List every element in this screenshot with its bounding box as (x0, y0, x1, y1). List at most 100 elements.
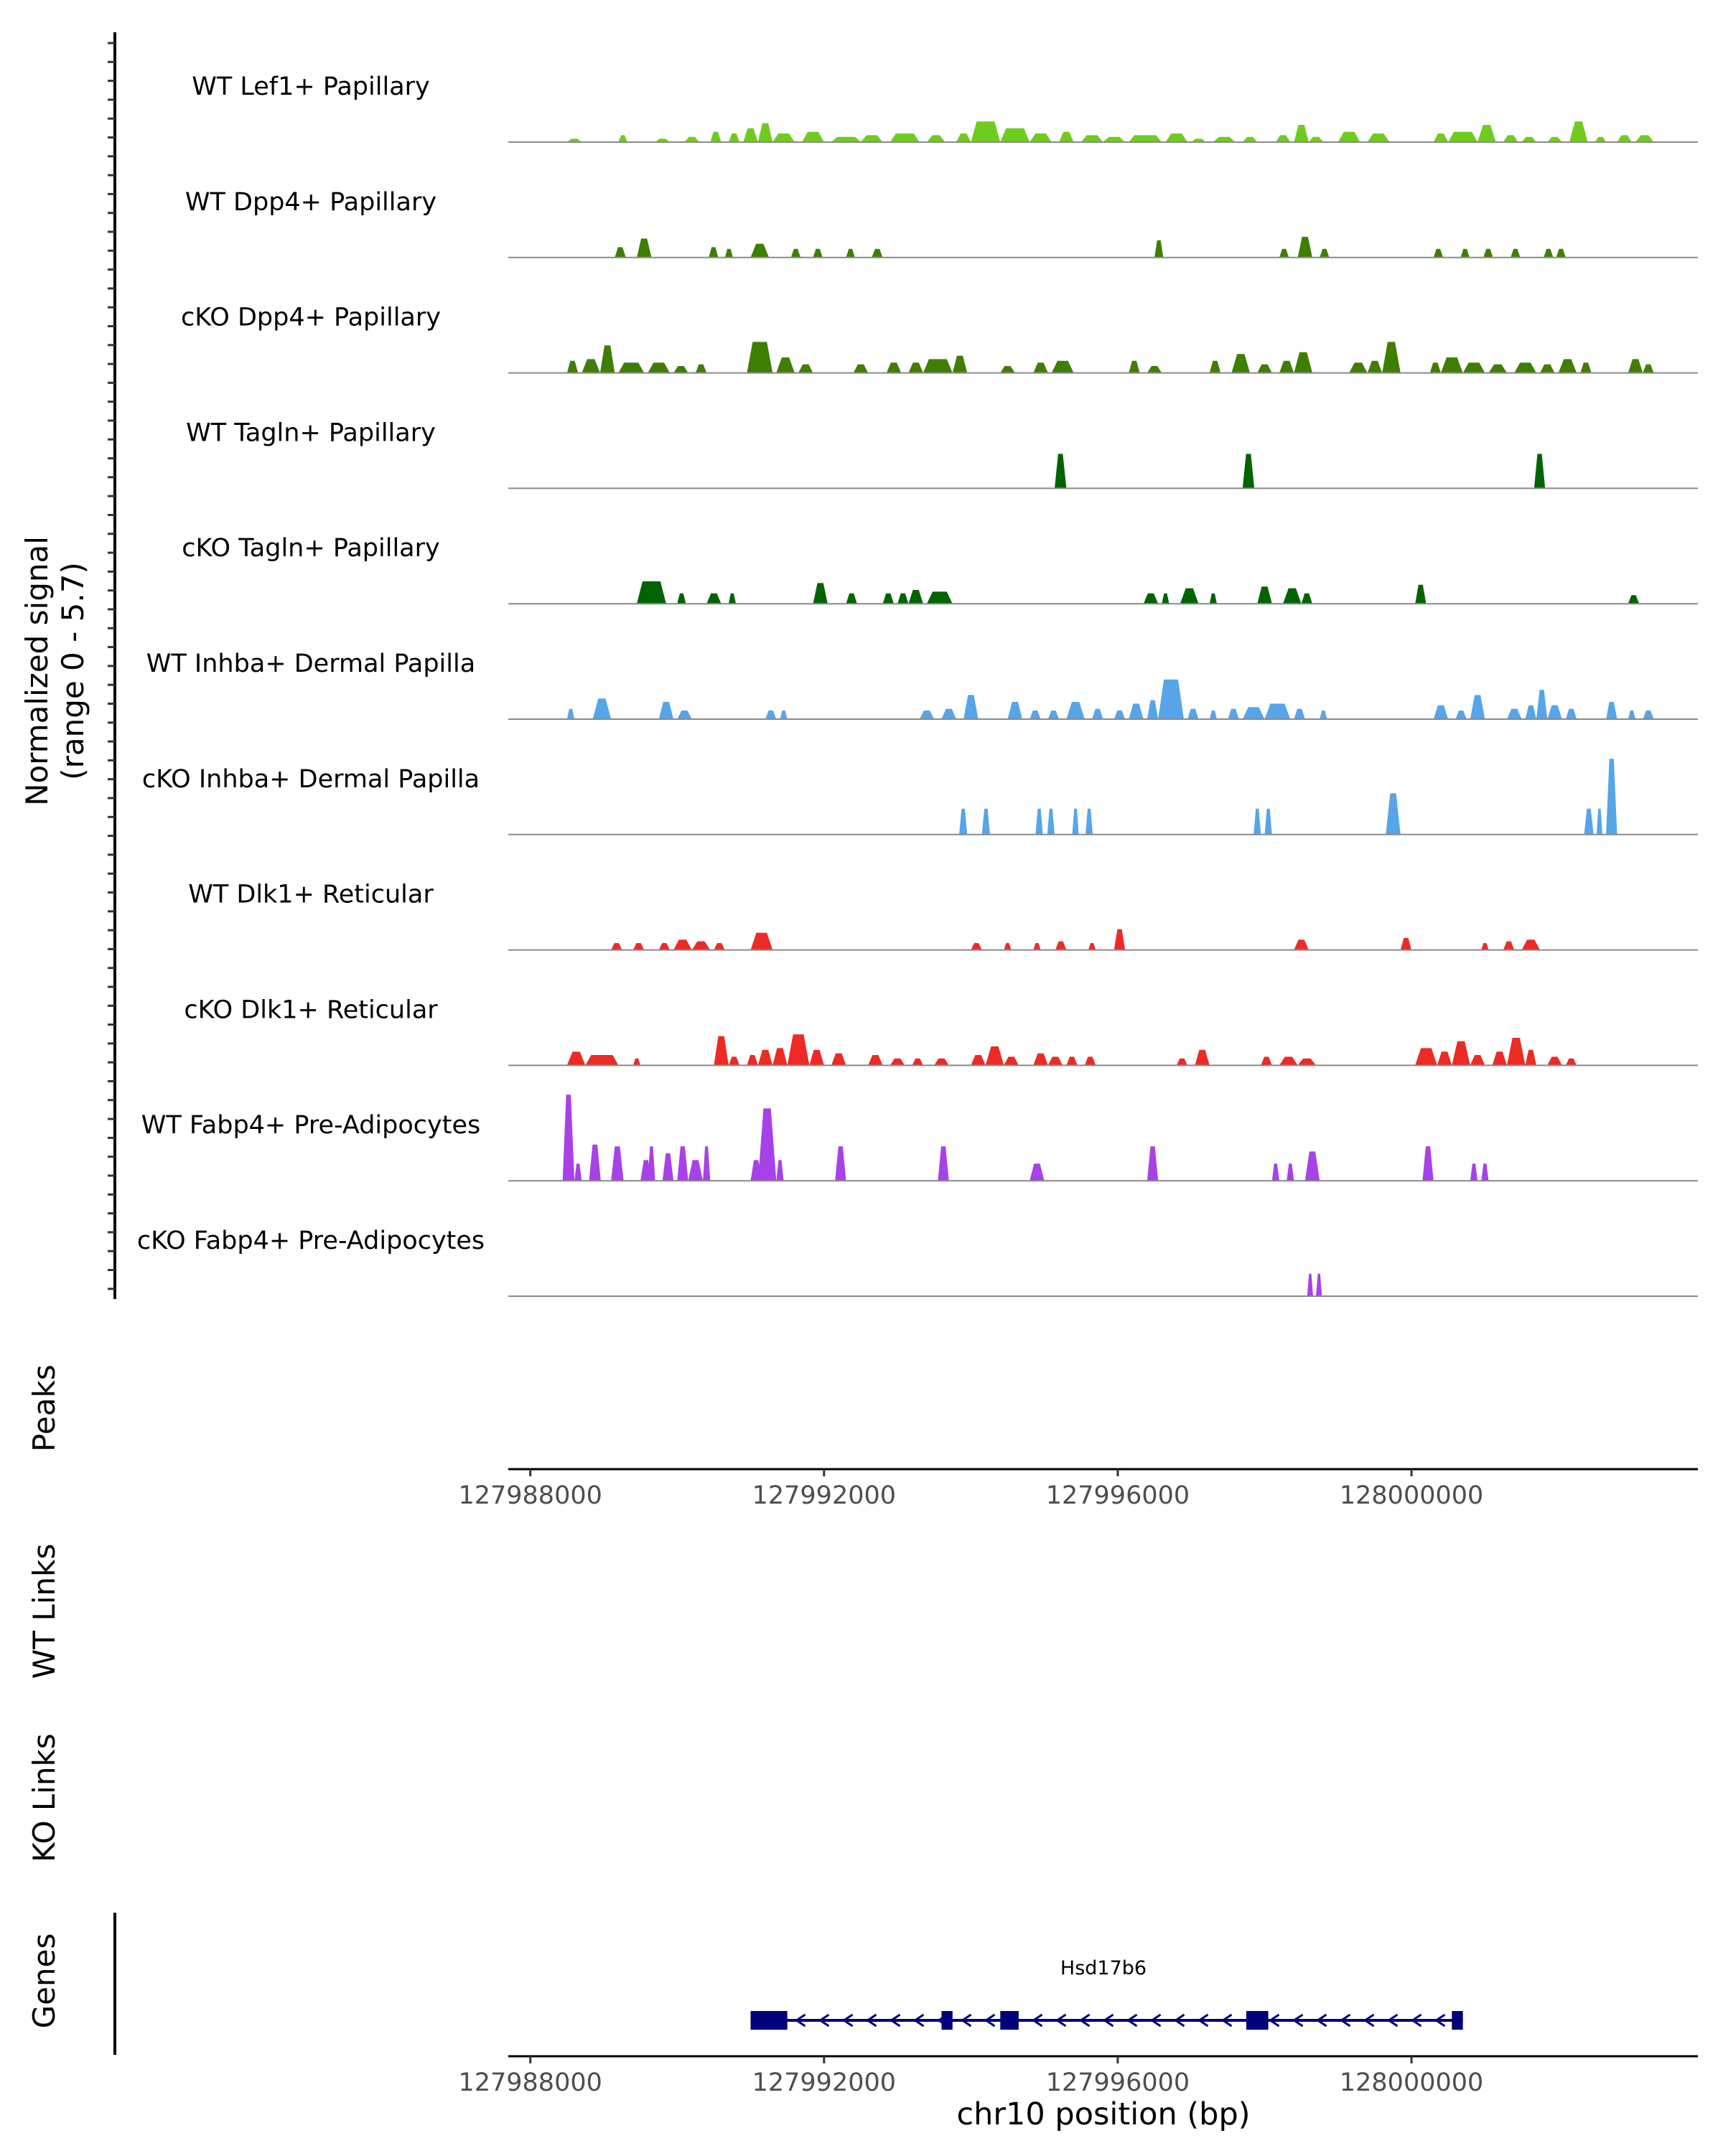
ko-links-label: KO Links (27, 1733, 62, 1862)
strand-arrow (794, 2013, 806, 2028)
signal-peak (1308, 136, 1324, 142)
signal-peak (1129, 360, 1140, 373)
signal-peak (776, 1160, 784, 1181)
track-wt-lef1-papillary: WT Lef1+ Papillary (192, 72, 1698, 143)
signal-peak (710, 131, 722, 142)
signal-peak (618, 362, 645, 373)
signal-peak (1047, 808, 1055, 835)
gene-exon (1452, 2011, 1463, 2030)
signal-peak (1294, 352, 1312, 373)
signal-peak (1209, 360, 1221, 373)
signal-peak (1264, 703, 1291, 719)
signal-peak (1320, 711, 1327, 719)
signal-peak (1007, 702, 1022, 719)
x-tick-label: 127996000 (1046, 1481, 1190, 1510)
signal-peak (813, 248, 823, 258)
signal-peak (648, 1146, 655, 1181)
genes-x-ticks: 127988000 127992000 127996000 128000000 (458, 2056, 1483, 2097)
signal-peak (1536, 690, 1548, 719)
strand-arrow (1434, 2013, 1446, 2028)
signal-peak (1143, 593, 1159, 604)
signal-peak (912, 1058, 923, 1066)
signal-peak (846, 593, 857, 604)
signal-peak (562, 1095, 575, 1181)
signal-peak (1455, 711, 1467, 719)
signal-peak (1231, 354, 1251, 373)
signal-peak (1279, 360, 1294, 373)
signal-peak (714, 1036, 729, 1066)
strand-arrow (1386, 2013, 1399, 2028)
signal-peak (1084, 1056, 1096, 1066)
signal-peak (677, 593, 686, 604)
signal-peak (566, 708, 575, 719)
signal-peak (780, 711, 788, 719)
signal-peak (747, 1055, 758, 1066)
signal-peak (1129, 135, 1162, 142)
signal-peak (1294, 125, 1309, 142)
signal-peak (585, 1055, 619, 1066)
signal-peak (1165, 133, 1188, 142)
signal-peak (952, 355, 968, 373)
track-label: cKO Inhba+ Dermal Papilla (142, 765, 480, 794)
gene-name-label: Hsd17b6 (1060, 1957, 1147, 1979)
signal-peak (934, 1058, 949, 1066)
track-label: WT Fabp4+ Pre-Adipocytes (141, 1111, 480, 1140)
signal-peak (1507, 1038, 1526, 1066)
signal-peak (1035, 808, 1043, 835)
signal-peak (728, 1056, 740, 1066)
signal-peak (1066, 702, 1085, 719)
signal-peak (1437, 1051, 1452, 1066)
signal-peak (757, 123, 773, 142)
track-label: WT Tagln+ Papillary (186, 418, 436, 447)
signal-peak (1337, 131, 1360, 142)
signal-peak (1066, 1056, 1078, 1066)
track-wt-inhba-dermal-papilla: WT Inhba+ Dermal Papilla (146, 650, 1698, 720)
strand-arrow (818, 2013, 830, 2028)
signal-peak (1470, 1163, 1478, 1181)
signal-peak (1059, 131, 1074, 142)
signal-peak (724, 248, 733, 258)
track-label: cKO Fabp4+ Pre-Adipocytes (137, 1227, 485, 1255)
track-label: cKO Tagln+ Papillary (182, 534, 440, 563)
strand-arrow (1220, 2013, 1233, 2028)
signal-peak (1271, 1163, 1279, 1181)
signal-peak (1294, 708, 1305, 719)
signal-peak (757, 1108, 777, 1181)
signal-peak (728, 133, 740, 142)
signal-peak (1565, 708, 1577, 719)
signal-peak (662, 1153, 674, 1181)
strand-arrow (960, 2013, 972, 2028)
peaks-x-ticks: 127988000 127992000 127996000 128000000 (458, 1469, 1483, 1510)
signal-peak (673, 939, 692, 950)
signal-peak (1525, 705, 1536, 719)
signal-peak (1187, 708, 1199, 719)
signal-peak (1628, 359, 1643, 373)
signal-peak (772, 133, 795, 142)
x-tick-label: 128000000 (1340, 2068, 1483, 2097)
signal-peak (1415, 1048, 1437, 1066)
signal-peak (1264, 808, 1272, 835)
signal-peak (861, 135, 883, 142)
signal-peak (813, 583, 828, 604)
signal-peak (868, 1055, 883, 1066)
signal-peak (1242, 707, 1265, 719)
strand-arrow (1197, 2013, 1209, 2028)
signal-peak (1400, 937, 1412, 950)
track-label: WT Dpp4+ Papillary (185, 188, 436, 217)
signal-peak (1242, 136, 1258, 142)
signal-peak (1441, 357, 1463, 373)
signal-peak (632, 1058, 641, 1066)
signal-peak (1257, 364, 1272, 373)
signal-peak (706, 593, 722, 604)
signal-peak (677, 711, 692, 719)
signal-peak (757, 1049, 773, 1066)
signal-peak (1525, 1049, 1536, 1066)
signal-peak (1051, 360, 1074, 373)
signal-peak (1092, 708, 1103, 719)
signal-peak (927, 135, 945, 142)
signal-peak (615, 247, 626, 258)
signal-peak (1195, 1049, 1210, 1066)
coverage-y-label-line2: (range 0 - 5.7) (55, 562, 90, 780)
signal-peak (1521, 136, 1536, 142)
